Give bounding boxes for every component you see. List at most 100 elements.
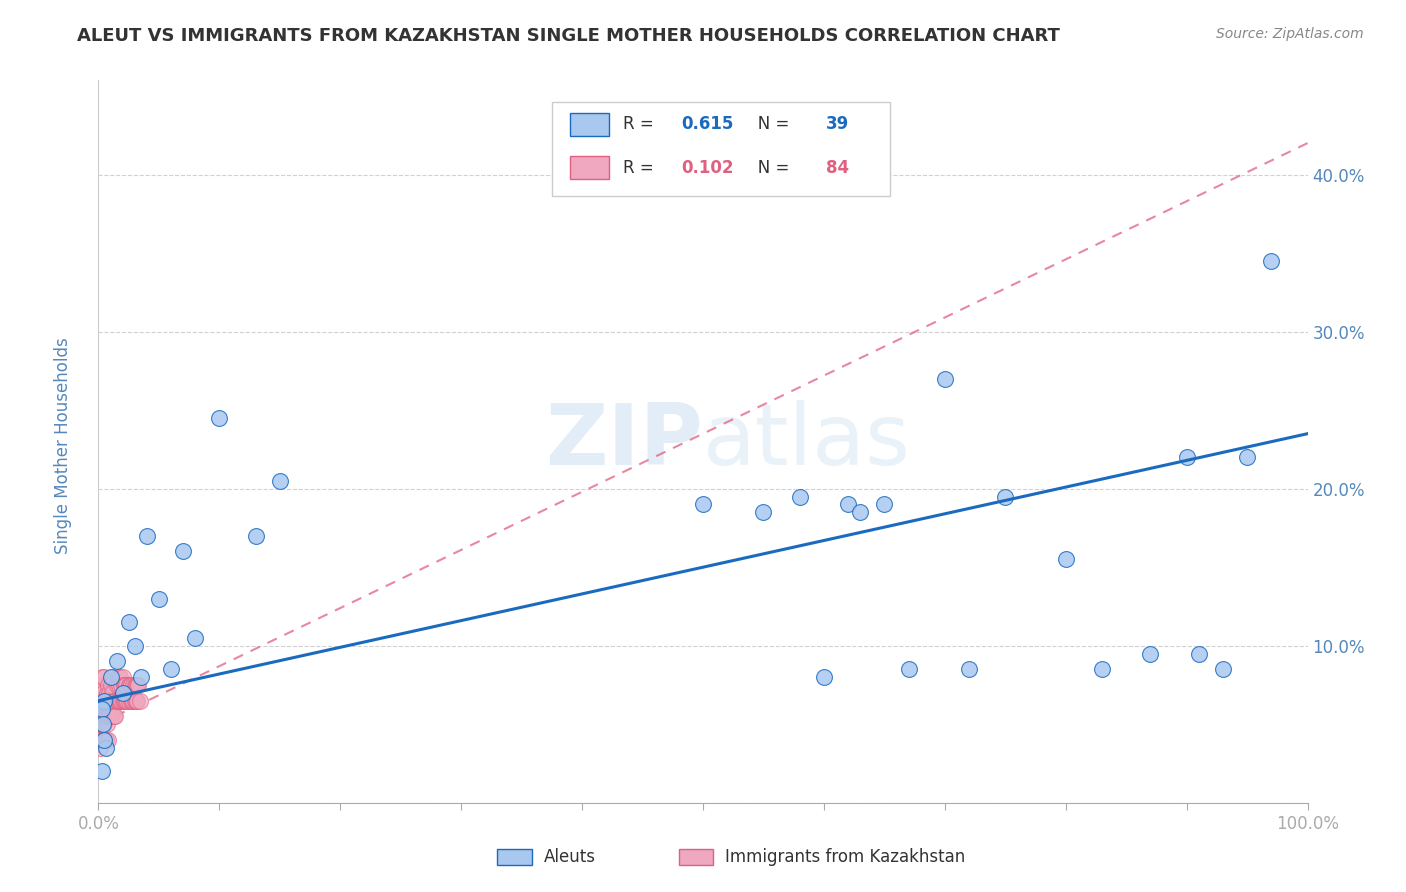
Point (127, 678, 149, 692)
Point (120, 694, 142, 708)
Point (100, 709, 122, 723)
Point (208, 411, 231, 425)
Text: ALEUT VS IMMIGRANTS FROM KAZAKHSTAN SINGLE MOTHER HOUSEHOLDS CORRELATION CHART: ALEUT VS IMMIGRANTS FROM KAZAKHSTAN SING… (77, 27, 1060, 45)
Point (96, 717, 118, 731)
Point (91, 701, 114, 715)
Point (111, 670, 134, 684)
Point (114, 678, 136, 692)
Text: 84: 84 (827, 159, 849, 177)
Text: R =: R = (623, 159, 659, 177)
Point (837, 497, 859, 511)
Text: atlas: atlas (703, 400, 911, 483)
Point (125, 678, 148, 692)
Point (90, 709, 112, 723)
Point (117, 694, 139, 708)
Point (849, 505, 872, 519)
Text: 39: 39 (827, 115, 849, 133)
Point (96, 694, 118, 708)
Point (105, 694, 128, 708)
Point (91, 670, 114, 684)
Point (1054, 552, 1077, 566)
FancyBboxPatch shape (679, 849, 713, 865)
FancyBboxPatch shape (551, 102, 890, 196)
Point (93, 709, 115, 723)
Point (752, 505, 775, 519)
Point (103, 709, 125, 723)
Point (108, 678, 131, 692)
Point (100, 686, 122, 700)
Point (127, 694, 149, 708)
Text: N =: N = (742, 159, 794, 177)
Point (128, 694, 150, 708)
FancyBboxPatch shape (569, 156, 609, 179)
Point (112, 678, 135, 692)
Point (1212, 662, 1234, 676)
Text: Aleuts: Aleuts (544, 848, 596, 866)
Point (184, 631, 207, 645)
Point (91, 678, 114, 692)
Point (93, 717, 115, 731)
Point (118, 694, 141, 708)
Point (122, 678, 145, 692)
Point (1188, 647, 1211, 661)
Text: N =: N = (742, 115, 794, 133)
Point (107, 694, 129, 708)
Point (93, 733, 115, 747)
Text: 0.102: 0.102 (682, 159, 734, 177)
Point (91, 701, 114, 715)
Point (91, 717, 114, 731)
Point (125, 694, 148, 708)
Point (100, 709, 122, 723)
Point (93, 694, 115, 708)
Point (94, 709, 117, 723)
Point (108, 670, 131, 684)
Point (118, 678, 141, 692)
Point (89, 717, 111, 731)
Point (897, 662, 920, 676)
Point (91, 733, 114, 747)
Point (91, 764, 114, 779)
Point (129, 670, 152, 684)
Point (1175, 450, 1198, 465)
Text: Immigrants from Kazakhstan: Immigrants from Kazakhstan (725, 848, 966, 866)
Point (108, 694, 131, 708)
Point (89, 701, 111, 715)
Point (96, 709, 118, 723)
Text: R =: R = (623, 115, 659, 133)
Point (124, 694, 146, 708)
Point (121, 694, 143, 708)
Point (172, 544, 194, 558)
Point (100, 670, 122, 684)
Point (101, 694, 124, 708)
Point (160, 662, 183, 676)
Point (122, 694, 145, 708)
Point (90, 694, 112, 708)
Point (108, 694, 131, 708)
Point (135, 529, 157, 543)
Point (94, 740, 117, 755)
Point (97, 678, 120, 692)
Point (124, 678, 146, 692)
Point (1091, 662, 1114, 676)
Point (105, 678, 128, 692)
Point (110, 678, 132, 692)
Point (90, 733, 112, 747)
Point (118, 615, 141, 630)
Point (91, 709, 114, 723)
Point (93, 694, 115, 708)
Point (115, 678, 138, 692)
Point (994, 490, 1017, 504)
Point (934, 372, 956, 386)
Point (1139, 647, 1161, 661)
Point (100, 694, 122, 708)
Point (97, 694, 120, 708)
Point (692, 497, 714, 511)
Point (111, 686, 134, 700)
Point (111, 694, 134, 708)
Point (89, 740, 111, 755)
Point (1236, 450, 1258, 465)
Point (98, 686, 121, 700)
Point (93, 670, 115, 684)
Point (1260, 254, 1282, 268)
Point (94, 733, 117, 747)
